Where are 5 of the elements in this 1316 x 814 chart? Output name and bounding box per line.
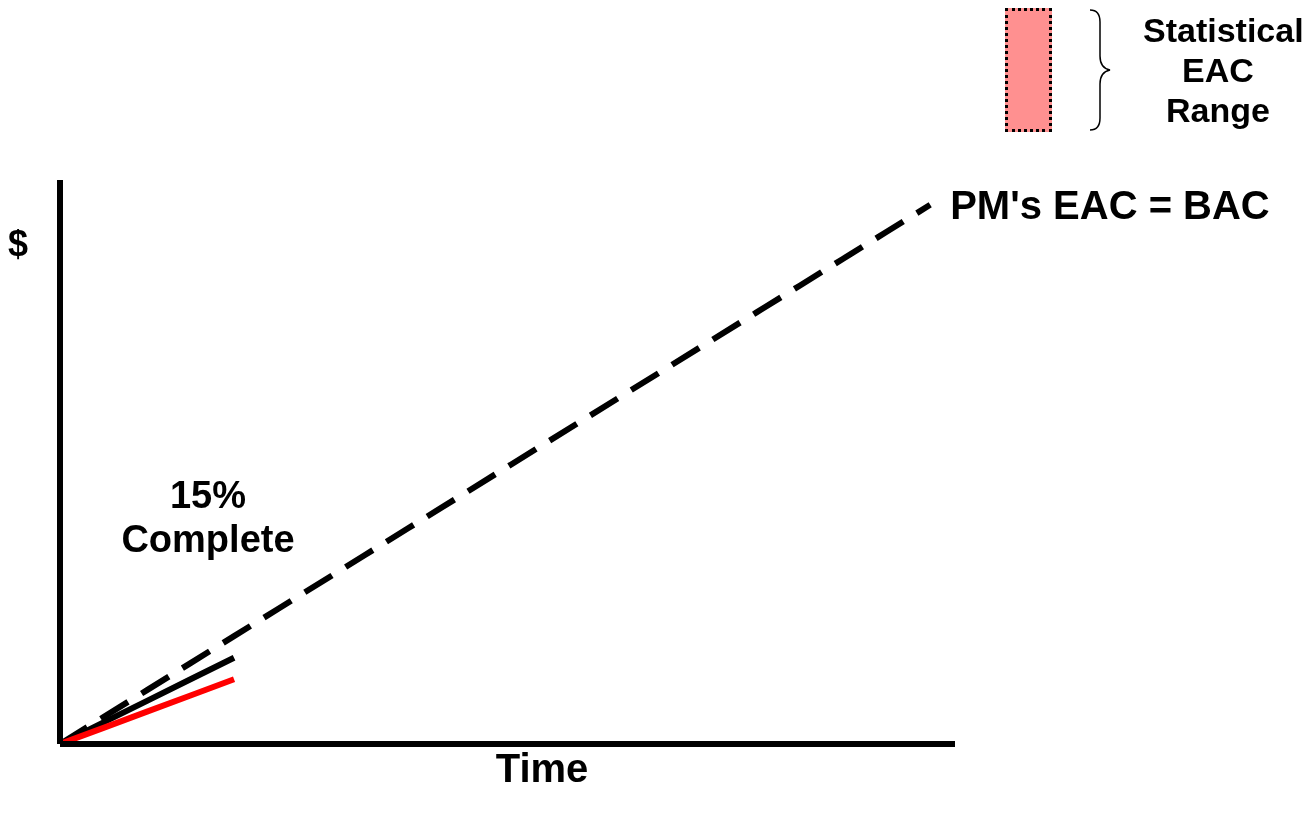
x-axis-title: Time: [494, 746, 590, 791]
annotation: 15% Complete: [120, 473, 296, 561]
text: Statistical EAC Range: [1143, 10, 1304, 130]
series-label: PM's EAC = BAC: [950, 182, 1270, 227]
y-axis-title: $: [8, 223, 29, 265]
